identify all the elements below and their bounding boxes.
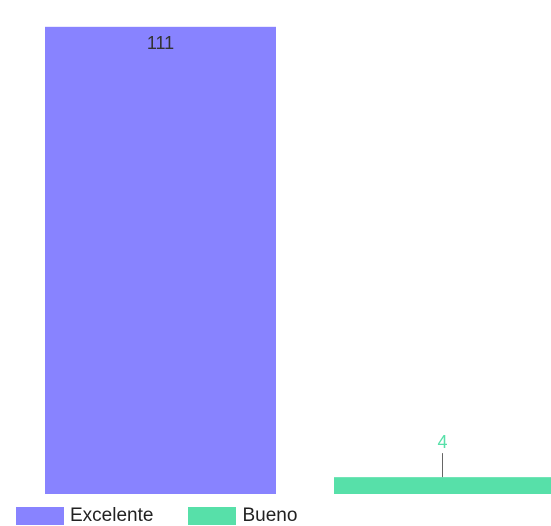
legend-swatch-bueno <box>188 507 237 525</box>
legend-swatch-excelente <box>16 507 64 525</box>
legend: Excelente Bueno <box>16 506 332 526</box>
data-label-excelente: 111 <box>147 33 174 53</box>
bar-excelente[interactable] <box>45 26 276 495</box>
bar-bueno[interactable] <box>334 477 551 494</box>
legend-item-bueno[interactable]: Bueno <box>188 506 297 526</box>
legend-label-bueno: Bueno <box>242 505 298 526</box>
data-label-bueno: 4 <box>437 432 447 452</box>
legend-item-excelente[interactable]: Excelente <box>16 506 153 526</box>
legend-label-excelente: Excelente <box>70 505 154 526</box>
